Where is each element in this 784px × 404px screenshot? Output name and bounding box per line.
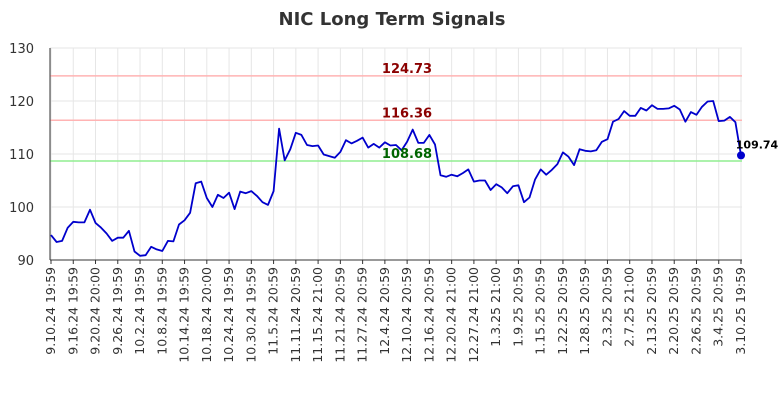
signal-line-label: 108.68	[382, 147, 432, 162]
x-tick-label: 12.16.24 20:59	[421, 267, 436, 363]
chart-title: NIC Long Term Signals	[279, 9, 506, 30]
x-tick-label: 10.18.24 20:00	[199, 267, 214, 363]
x-tick-label: 10.24.24 19:59	[221, 267, 236, 363]
labels-layer: 124.73 116.36 108.68 109.74	[382, 62, 779, 162]
x-tick-label: 10.30.24 19:59	[243, 267, 258, 363]
x-tick-label: 10.2.24 19:59	[132, 267, 147, 355]
grid	[50, 47, 742, 261]
x-tick-label: 2.20.25 20:59	[666, 267, 681, 355]
x-tick-label: 9.16.24 19:59	[65, 267, 80, 355]
x-tick-label: 2.26.25 20:59	[688, 267, 703, 355]
signal-line-label: 124.73	[382, 62, 432, 77]
price-series-line	[50, 100, 742, 257]
y-tick-label: 130	[9, 42, 34, 57]
series-layer	[50, 100, 745, 257]
signal-line-label: 116.36	[382, 106, 432, 121]
x-tick-label: 1.15.25 20:59	[533, 267, 548, 355]
y-tick-label: 90	[17, 254, 34, 269]
x-tick-label: 1.22.25 20:59	[555, 267, 570, 355]
x-tick-label: 11.21.24 20:59	[332, 267, 347, 363]
x-tick-label: 3.4.25 20:59	[711, 267, 726, 347]
y-tick-label: 120	[9, 95, 34, 110]
x-tick-label: 10.14.24 19:59	[177, 267, 192, 363]
last-point-label: 109.74	[736, 138, 779, 151]
y-tick-label: 100	[9, 201, 34, 216]
x-tick-label: 1.3.25 21:00	[488, 267, 503, 347]
x-tick-label: 11.5.24 20:59	[266, 267, 281, 355]
last-point-marker	[737, 151, 745, 160]
x-tick-label: 11.11.24 20:59	[288, 267, 303, 363]
y-tick-label: 110	[9, 148, 34, 163]
x-tick-label: 9.10.24 19:59	[43, 267, 58, 355]
x-tick-label: 12.27.24 21:00	[466, 267, 481, 363]
x-tick-label: 2.7.25 21:00	[622, 267, 637, 347]
x-tick-label: 1.9.25 20:59	[510, 267, 525, 347]
x-tick-label: 9.26.24 19:59	[110, 267, 125, 355]
axes: 90 100 110 120 130 9.10.24 19:59 9.16.24 19:59…	[9, 42, 748, 363]
horizontal-signal-lines	[50, 75, 742, 162]
x-tick-label: 3.10.25 19:59	[733, 267, 748, 355]
x-tick-label: 11.27.24 20:59	[355, 267, 370, 363]
x-tick-label: 1.28.25 20:59	[577, 267, 592, 355]
x-tick-label: 11.15.24 21:00	[310, 267, 325, 363]
x-tick-label: 10.8.24 19:59	[154, 267, 169, 355]
x-tick-label: 12.4.24 20:59	[377, 267, 392, 355]
x-tick-label: 2.13.25 20:59	[644, 267, 659, 355]
x-tick-label: 2.3.25 20:59	[599, 267, 614, 347]
x-tick-label: 9.20.24 20:00	[88, 267, 103, 355]
x-tick-label: 12.20.24 21:00	[444, 267, 459, 363]
x-tick-label: 12.10.24 20:59	[399, 267, 414, 363]
